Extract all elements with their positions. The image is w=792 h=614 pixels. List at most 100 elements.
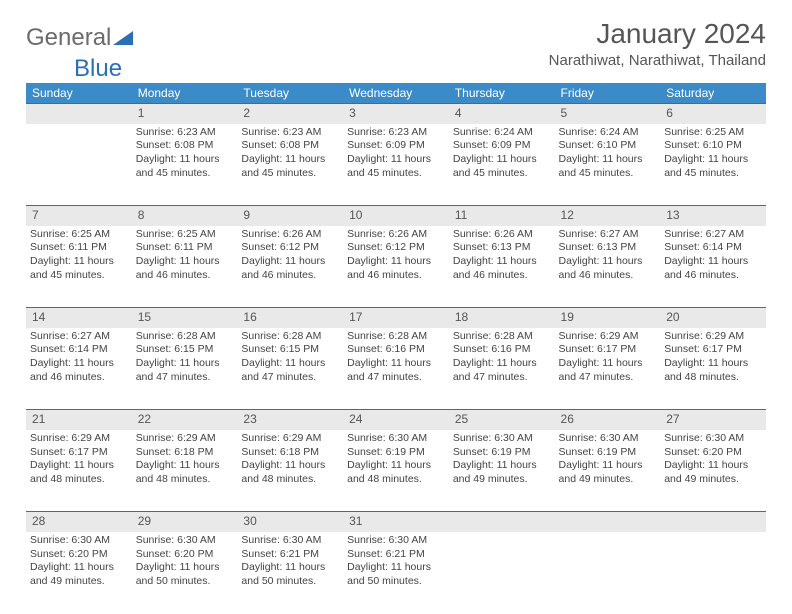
sunset-line: Sunset: 6:13 PM <box>559 241 637 253</box>
sunset-line: Sunset: 6:17 PM <box>30 446 108 458</box>
calendar-table: SundayMondayTuesdayWednesdayThursdayFrid… <box>26 83 766 614</box>
daynum-cell: 6 <box>660 104 766 124</box>
daylight-line: Daylight: 11 hours and 48 minutes. <box>136 459 220 485</box>
daycell: Sunrise: 6:26 AMSunset: 6:12 PMDaylight:… <box>237 226 343 308</box>
daylight-line: Daylight: 11 hours and 49 minutes. <box>453 459 537 485</box>
sunset-line: Sunset: 6:16 PM <box>347 343 425 355</box>
daycell-empty <box>660 532 766 614</box>
daylight-line: Daylight: 11 hours and 49 minutes. <box>664 459 748 485</box>
daynum-cell: 25 <box>449 410 555 430</box>
sunset-line: Sunset: 6:13 PM <box>453 241 531 253</box>
sunrise-line: Sunrise: 6:30 AM <box>136 534 216 546</box>
daylight-line: Daylight: 11 hours and 45 minutes. <box>241 153 325 179</box>
daynum-cell: 23 <box>237 410 343 430</box>
daynum-cell: 22 <box>132 410 238 430</box>
sunrise-line: Sunrise: 6:27 AM <box>664 228 744 240</box>
daynum-cell: 10 <box>343 206 449 226</box>
sunset-line: Sunset: 6:20 PM <box>136 548 214 560</box>
daynum-cell: 1 <box>132 104 238 124</box>
daycell: Sunrise: 6:30 AMSunset: 6:21 PMDaylight:… <box>237 532 343 614</box>
daycell: Sunrise: 6:28 AMSunset: 6:15 PMDaylight:… <box>132 328 238 410</box>
sunrise-line: Sunrise: 6:28 AM <box>136 330 216 342</box>
daylight-line: Daylight: 11 hours and 45 minutes. <box>347 153 431 179</box>
daynum-cell: 26 <box>555 410 661 430</box>
sunset-line: Sunset: 6:15 PM <box>241 343 319 355</box>
daynum-cell: 21 <box>26 410 132 430</box>
sunset-line: Sunset: 6:20 PM <box>664 446 742 458</box>
weekday-header: Wednesday <box>343 83 449 104</box>
daycell: Sunrise: 6:30 AMSunset: 6:20 PMDaylight:… <box>26 532 132 614</box>
daylight-line: Daylight: 11 hours and 45 minutes. <box>30 255 114 281</box>
sunset-line: Sunset: 6:09 PM <box>347 139 425 151</box>
daycell: Sunrise: 6:23 AMSunset: 6:08 PMDaylight:… <box>237 124 343 206</box>
sunset-line: Sunset: 6:20 PM <box>30 548 108 560</box>
daycell: Sunrise: 6:24 AMSunset: 6:10 PMDaylight:… <box>555 124 661 206</box>
content-row: Sunrise: 6:29 AMSunset: 6:17 PMDaylight:… <box>26 430 766 512</box>
daynum-cell: 16 <box>237 308 343 328</box>
content-row: Sunrise: 6:23 AMSunset: 6:08 PMDaylight:… <box>26 124 766 206</box>
sunset-line: Sunset: 6:18 PM <box>241 446 319 458</box>
daycell: Sunrise: 6:25 AMSunset: 6:10 PM Daylight:… <box>660 124 766 206</box>
sunrise-line: Sunrise: 6:25 AM <box>136 228 216 240</box>
sunset-line: Sunset: 6:10 PM <box>664 139 742 151</box>
daycell-empty <box>449 532 555 614</box>
daynum-cell: 3 <box>343 104 449 124</box>
sunset-line: Sunset: 6:19 PM <box>453 446 531 458</box>
daylight-line: Daylight: 11 hours and 48 minutes. <box>347 459 431 485</box>
sunrise-line: Sunrise: 6:24 AM <box>453 126 533 138</box>
daylight-line: Daylight: 11 hours and 46 minutes. <box>453 255 537 281</box>
daynum-cell: 31 <box>343 512 449 532</box>
weekday-header: Saturday <box>660 83 766 104</box>
sunrise-line: Sunrise: 6:30 AM <box>559 432 639 444</box>
daynum-empty <box>26 104 132 124</box>
daylight-line: Daylight: 11 hours and 49 minutes. <box>30 561 114 587</box>
daynum-cell: 19 <box>555 308 661 328</box>
daynum-cell: 2 <box>237 104 343 124</box>
weekday-header: Tuesday <box>237 83 343 104</box>
daycell: Sunrise: 6:30 AMSunset: 6:19 PMDaylight:… <box>555 430 661 512</box>
daynum-row: 14151617181920 <box>26 308 766 328</box>
daynum-cell: 18 <box>449 308 555 328</box>
daynum-cell: 11 <box>449 206 555 226</box>
daylight-line: Daylight: 11 hours and 47 minutes. <box>453 357 537 383</box>
sunset-line: Sunset: 6:14 PM <box>30 343 108 355</box>
daynum-row: 78910111213 <box>26 206 766 226</box>
daylight-line: Daylight: 11 hours and 48 minutes. <box>30 459 114 485</box>
sunset-line: Sunset: 6:15 PM <box>136 343 214 355</box>
daycell: Sunrise: 6:29 AMSunset: 6:18 PMDaylight:… <box>237 430 343 512</box>
daynum-cell: 8 <box>132 206 238 226</box>
sunrise-line: Sunrise: 6:29 AM <box>136 432 216 444</box>
daylight-line: Daylight: 11 hours and 45 minutes. <box>664 153 748 179</box>
sunset-line: Sunset: 6:17 PM <box>559 343 637 355</box>
daylight-line: Daylight: 11 hours and 46 minutes. <box>559 255 643 281</box>
weekday-header: Thursday <box>449 83 555 104</box>
sunrise-line: Sunrise: 6:30 AM <box>664 432 744 444</box>
sunrise-line: Sunrise: 6:30 AM <box>347 534 427 546</box>
sunrise-line: Sunrise: 6:25 AM <box>664 126 744 138</box>
sunrise-line: Sunrise: 6:29 AM <box>30 432 110 444</box>
daycell: Sunrise: 6:28 AMSunset: 6:15 PMDaylight:… <box>237 328 343 410</box>
sunrise-line: Sunrise: 6:28 AM <box>347 330 427 342</box>
daynum-empty <box>660 512 766 532</box>
sunrise-line: Sunrise: 6:26 AM <box>241 228 321 240</box>
logo: General <box>26 18 133 52</box>
content-row: Sunrise: 6:27 AMSunset: 6:14 PMDaylight:… <box>26 328 766 410</box>
daycell: Sunrise: 6:29 AM Sunset: 6:17 PMDaylight:… <box>26 430 132 512</box>
daynum-row: 21222324252627 <box>26 410 766 430</box>
sunrise-line: Sunrise: 6:28 AM <box>453 330 533 342</box>
sunset-line: Sunset: 6:08 PM <box>136 139 214 151</box>
sunset-line: Sunset: 6:09 PM <box>453 139 531 151</box>
content-row: Sunrise: 6:30 AMSunset: 6:20 PMDaylight:… <box>26 532 766 614</box>
daynum-cell: 5 <box>555 104 661 124</box>
daynum-empty <box>449 512 555 532</box>
daylight-line: Daylight: 11 hours and 45 minutes. <box>453 153 537 179</box>
daycell: Sunrise: 6:23 AMSunset: 6:08 PMDaylight:… <box>132 124 238 206</box>
daycell-empty <box>26 124 132 206</box>
daynum-cell: 7 <box>26 206 132 226</box>
sunset-line: Sunset: 6:12 PM <box>347 241 425 253</box>
daynum-cell: 17 <box>343 308 449 328</box>
daycell: Sunrise: 6:25 AMSunset: 6:11 PMDaylight:… <box>26 226 132 308</box>
daycell: Sunrise: 6:26 AMSunset: 6:13 PMDaylight:… <box>449 226 555 308</box>
sunrise-line: Sunrise: 6:27 AM <box>559 228 639 240</box>
daycell: Sunrise: 6:27 AMSunset: 6:13 PM Daylight:… <box>555 226 661 308</box>
